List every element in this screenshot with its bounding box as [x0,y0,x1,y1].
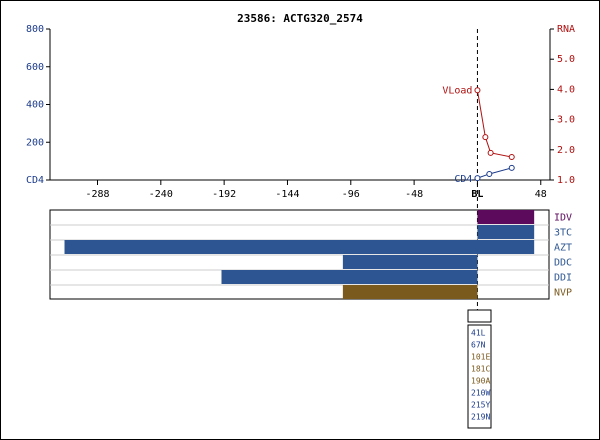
series-point [508,154,515,161]
y2-tick-label: RNA [557,24,575,35]
y-tick-label: 400 [26,100,44,111]
drug-label: IDV [554,213,572,224]
drug-label: DDC [554,258,572,269]
mutation-box [467,324,492,429]
series-point [474,175,481,182]
mutation-header-box [467,309,492,323]
drug-bar [477,210,535,224]
drug-label: 3TC [554,228,572,239]
mutation-label: 41L [471,329,486,338]
mutation-label: 101E [471,353,490,362]
series-label: CD4 [454,174,472,185]
drug-label: AZT [554,243,572,254]
mutation-label: 219N [471,413,490,422]
y2-tick-label: 4.0 [557,84,575,95]
series-point [487,149,494,156]
mutation-label: 181C [471,365,490,374]
series-label: VLoad [442,85,472,96]
series-point [474,87,481,94]
drug-bar [342,255,478,269]
drug-bar [477,225,535,239]
drug-bar [64,240,535,254]
x-tick-label: -144 [275,189,299,200]
drug-label: DDI [554,273,572,284]
mutation-label: 190A [471,377,490,386]
y-tick-label: 600 [26,62,44,73]
x-tick-label: BL [471,189,483,200]
series-line [476,90,512,158]
drug-bar [221,270,478,284]
mutation-label: 215Y [471,401,490,410]
drug-label: NVP [554,288,572,299]
mutation-label: 210W [471,389,490,398]
x-tick-label: -192 [212,189,236,200]
series-point [482,134,489,141]
series-point [508,164,515,171]
x-tick-label: -240 [149,189,173,200]
y-tick-label: 800 [26,24,44,35]
chart-title: 23586: ACTG320_2574 [237,12,363,25]
y2-tick-label: 2.0 [557,145,575,156]
y2-tick-label: 5.0 [557,54,575,65]
x-tick-label: -48 [405,189,423,200]
x-tick-label: 48 [535,189,547,200]
y2-tick-label: 1.0 [557,175,575,186]
y-tick-label: 200 [26,137,44,148]
y2-tick-label: 3.0 [557,115,575,126]
x-tick-label: -288 [85,189,109,200]
y-tick-label: CD4 [26,175,44,186]
mutation-label: 67N [471,341,486,350]
series-point [486,170,493,177]
x-tick-label: -96 [342,189,360,200]
drug-bar [342,285,478,299]
